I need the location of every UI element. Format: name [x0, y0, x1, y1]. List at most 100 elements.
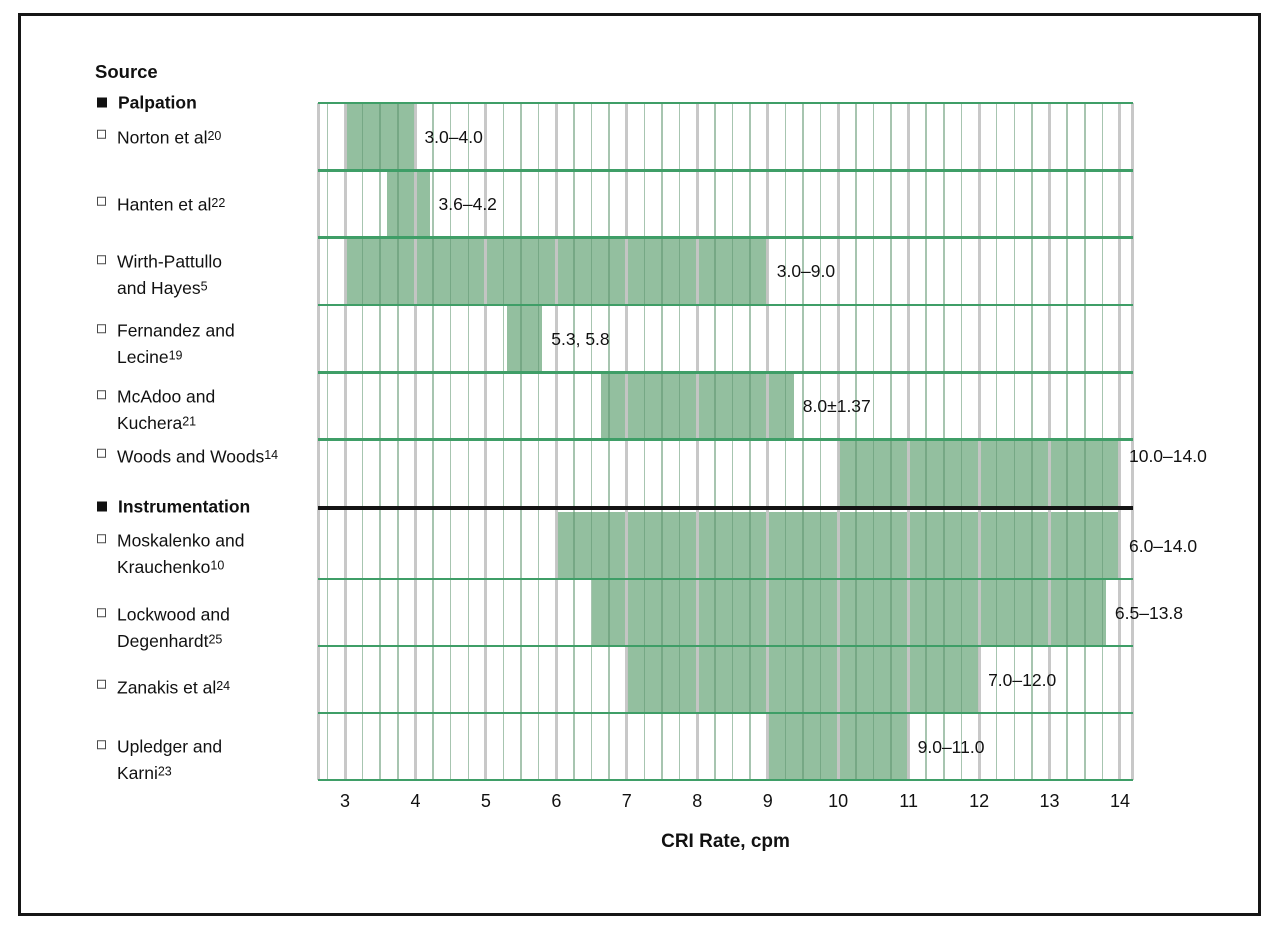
minor-gridline — [361, 103, 364, 780]
source-label-line: Degenhardt25 — [117, 630, 223, 651]
section-divider — [318, 505, 1133, 510]
minor-gridline — [643, 103, 646, 780]
value-label: 6.5–13.8 — [1114, 602, 1184, 623]
group-header: Instrumentation — [97, 495, 250, 520]
minor-gridline — [502, 103, 505, 780]
source-label-line: McAdoo and — [117, 386, 216, 407]
minor-gridline — [1084, 103, 1086, 780]
source-label: Fernandez and Lecine19 — [117, 318, 235, 370]
row-label: Woods and Woods14 — [97, 443, 278, 470]
source-label: Norton et al20 — [117, 123, 221, 150]
band-line — [318, 711, 1133, 715]
value-label: 10.0–14.0 — [1128, 446, 1207, 467]
minor-gridline — [855, 103, 857, 780]
major-gridline — [907, 103, 911, 780]
minor-gridline — [449, 103, 452, 780]
source-label: Hanten et al22 — [117, 191, 225, 218]
major-gridline — [554, 103, 558, 780]
x-tick-label: 10 — [828, 791, 849, 811]
open-square-icon — [97, 196, 106, 206]
reference-number: 22 — [211, 195, 226, 210]
source-label-line: Hanten et al22 — [117, 194, 226, 215]
major-gridline — [343, 103, 347, 780]
source-label: Lockwood and Degenhardt25 — [117, 602, 230, 654]
source-label-line: Lockwood and — [117, 603, 230, 624]
minor-gridline — [379, 103, 381, 780]
x-tick-label: 14 — [1109, 791, 1130, 811]
source-label-line: Upledger and — [117, 735, 223, 756]
minor-gridline — [714, 103, 716, 780]
source-label: Moskalenko and Krauchenko10 — [117, 528, 244, 580]
minor-gridline — [960, 103, 963, 780]
open-square-icon — [97, 739, 106, 749]
plot-right-border — [1131, 103, 1134, 780]
value-label: 8.0±1.37 — [802, 396, 871, 416]
minor-gridline — [1031, 103, 1033, 780]
row-label: Wirth-Pattullo and Hayes5 — [97, 250, 222, 302]
major-gridline — [484, 103, 488, 780]
source-label: Upledger and Karni23 — [117, 734, 222, 786]
source-label-line: Karni23 — [117, 762, 172, 783]
minor-gridline — [432, 103, 434, 780]
open-square-icon — [97, 255, 106, 265]
reference-number: 19 — [168, 347, 183, 362]
minor-gridline — [749, 103, 751, 780]
minor-gridline — [397, 103, 399, 780]
open-square-icon — [97, 607, 106, 617]
major-gridline — [625, 103, 629, 780]
band-line — [318, 778, 1133, 782]
value-label: 9.0–11.0 — [917, 736, 985, 757]
minor-gridline — [1013, 103, 1016, 780]
group-header-label: Palpation — [118, 92, 197, 113]
x-tick-label: 12 — [969, 791, 990, 811]
x-axis-title: CRI Rate, cpm — [661, 831, 790, 852]
source-label-line: Krauchenko10 — [117, 556, 225, 577]
x-tick-label: 7 — [621, 791, 632, 811]
source-label-line: Norton et al20 — [117, 126, 222, 147]
reference-number: 24 — [216, 678, 231, 693]
minor-gridline — [326, 103, 329, 780]
x-tick-label: 5 — [480, 791, 491, 811]
minor-gridline — [731, 103, 734, 780]
value-label: 5.3, 5.8 — [551, 328, 610, 349]
major-gridline — [413, 103, 417, 780]
band-line — [318, 577, 1133, 581]
value-label: 6.0–14.0 — [1128, 535, 1198, 556]
band-line — [318, 101, 1133, 105]
source-label-line: Woods and Woods14 — [117, 446, 279, 467]
value-label: 3.6–4.2 — [438, 194, 497, 214]
source-label: Wirth-Pattullo and Hayes5 — [117, 250, 222, 302]
range-bar — [507, 305, 543, 373]
band-line — [318, 438, 1133, 441]
row-label: Upledger and Karni23 — [97, 734, 222, 786]
minor-gridline — [608, 103, 610, 780]
major-gridline — [1118, 103, 1122, 780]
row-label: Moskalenko and Krauchenko10 — [97, 528, 244, 580]
row-label: McAdoo and Kuchera21 — [97, 384, 215, 436]
minor-gridline — [925, 103, 927, 780]
plot-left-border — [317, 103, 320, 780]
x-tick-label: 3 — [339, 791, 350, 811]
value-label: 3.0–4.0 — [424, 126, 483, 147]
open-square-icon — [97, 449, 106, 459]
row-label: Zanakis et al24 — [97, 673, 230, 700]
open-square-icon — [97, 679, 106, 689]
source-label-line: and Hayes5 — [117, 278, 208, 299]
filled-square-icon — [97, 501, 107, 512]
reference-number: 20 — [207, 128, 222, 143]
source-label-line: Kuchera21 — [117, 412, 197, 433]
major-gridline — [977, 103, 981, 780]
x-tick-label: 6 — [551, 791, 562, 811]
x-tick-label: 11 — [899, 791, 918, 811]
x-tick-label: 13 — [1039, 791, 1060, 811]
source-label-line: Wirth-Pattullo — [117, 251, 223, 272]
row-label: Fernandez and Lecine19 — [97, 318, 235, 370]
row-label: Hanten et al22 — [97, 191, 225, 218]
minor-gridline — [890, 103, 892, 780]
source-label-line: Zanakis et al24 — [117, 676, 231, 697]
minor-gridline — [995, 103, 998, 780]
range-bar — [591, 579, 1106, 646]
row-label: Norton et al20 — [97, 123, 221, 150]
source-label-line: Moskalenko and — [117, 529, 245, 550]
minor-gridline — [590, 103, 593, 780]
